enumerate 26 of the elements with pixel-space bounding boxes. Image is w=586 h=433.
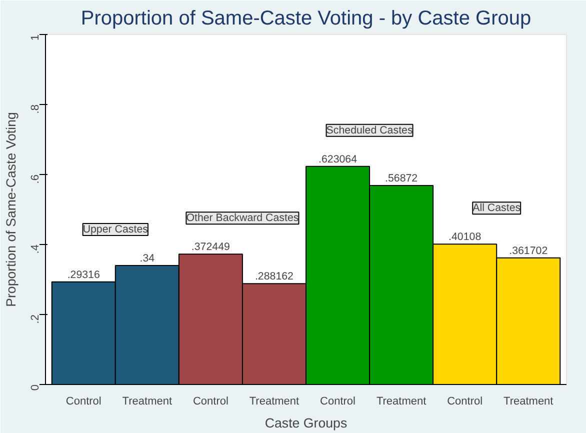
data-label: .623064 (318, 153, 358, 166)
chart-title: Proportion of Same-Caste Voting - by Caste Group (80, 8, 532, 30)
x-tick-label: Treatment (122, 396, 172, 408)
x-tick-label: Treatment (504, 396, 554, 408)
data-label: .372449 (191, 241, 230, 254)
x-tick-label: Treatment (376, 396, 426, 408)
y-tick-label: .6 (30, 174, 42, 184)
y-tick-label: .8 (30, 104, 42, 114)
x-tick-label: Control (192, 396, 228, 408)
y-tick-label: .4 (30, 244, 42, 254)
x-tick-label: Control (66, 396, 102, 408)
data-label: .361702 (509, 244, 548, 257)
annotation: Upper Castes (82, 224, 148, 236)
data-label: .29316 (67, 268, 100, 281)
x-tick-label: Treatment (249, 396, 300, 408)
y-tick-label: .2 (30, 314, 42, 324)
x-axis-title: Caste Groups (264, 416, 348, 430)
x-tick-label: Control (320, 396, 356, 408)
data-label: .56872 (385, 172, 418, 184)
data-label: .288162 (254, 270, 294, 283)
y-axis-title: Proportion of Same-Caste Voting (4, 112, 18, 307)
y-tick-label: 0 (30, 384, 42, 391)
x-tick-label: Control (447, 396, 483, 408)
data-label: .34 (140, 252, 155, 264)
data-label: .40108 (448, 231, 482, 244)
y-tick-label: 1 (30, 34, 42, 41)
